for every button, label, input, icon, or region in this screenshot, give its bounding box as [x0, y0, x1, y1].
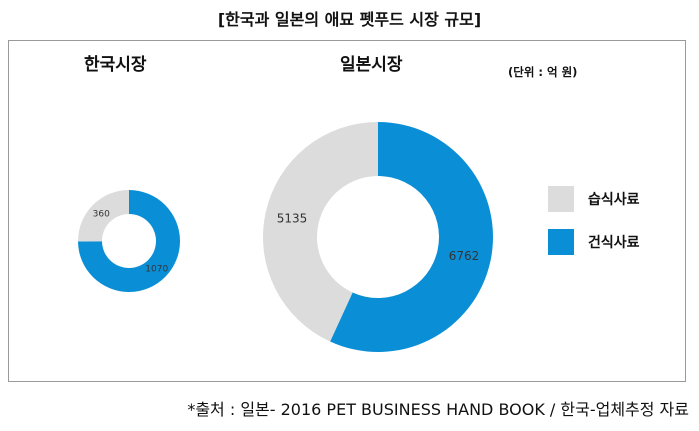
source-note: *출처 : 일본- 2016 PET BUSINESS HAND BOOK / …: [187, 400, 689, 419]
korea-chart-title: 한국시장: [84, 55, 147, 75]
japan-value-label-dry: 6762: [449, 249, 480, 263]
japan-chart-title: 일본시장: [340, 55, 403, 75]
legend: 습식사료 건식사료: [548, 184, 640, 270]
japan-slice-wet: [263, 122, 378, 342]
legend-swatch-dry: [548, 229, 574, 255]
korea-value-label-wet: 360: [93, 210, 110, 220]
legend-item-dry: 건식사료: [548, 227, 640, 257]
korea-slice-wet: [78, 190, 129, 242]
japan-value-label-wet: 5135: [277, 211, 308, 225]
chart-frame: [8, 40, 686, 382]
unit-note: (단위 : 억 원): [508, 65, 578, 79]
legend-item-wet: 습식사료: [548, 184, 640, 214]
page-title: [한국과 일본의 애묘 펫푸드 시장 규모]: [217, 10, 482, 29]
japan-slice-dry: [330, 122, 494, 352]
legend-swatch-wet: [548, 186, 574, 212]
legend-label-wet: 습식사료: [588, 192, 640, 208]
korea-value-label-dry: 1070: [145, 265, 168, 275]
korea-slice-dry: [78, 189, 180, 292]
legend-label-dry: 건식사료: [588, 235, 640, 251]
